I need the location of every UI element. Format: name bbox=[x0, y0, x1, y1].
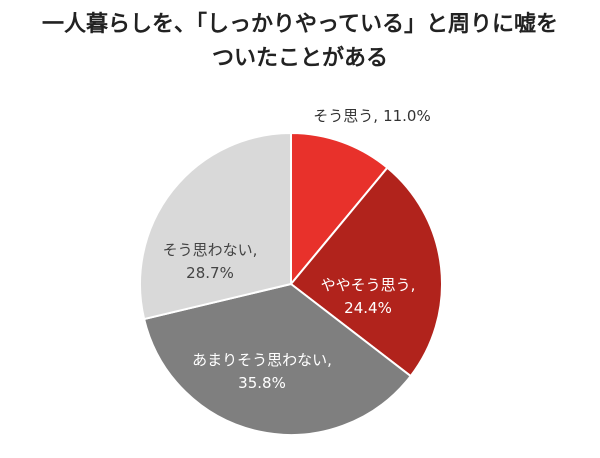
label-category: そう思う, bbox=[313, 107, 378, 125]
pie-slice bbox=[289, 166, 443, 378]
label-value: 11.0% bbox=[383, 107, 431, 125]
data-label: そう思わない, 28.7% bbox=[163, 241, 258, 282]
data-label: そう思う, 11.0% bbox=[313, 107, 430, 125]
pie-slice bbox=[142, 282, 413, 436]
label-category: ややそう思う, bbox=[321, 276, 416, 294]
pie-slice bbox=[290, 131, 389, 287]
label-value: 24.4% bbox=[344, 299, 392, 317]
label-value: 28.7% bbox=[186, 264, 234, 282]
pie-slice bbox=[139, 131, 292, 321]
data-label: ややそう思う, 24.4% bbox=[321, 276, 416, 317]
label-category: あまりそう思わない, bbox=[192, 351, 332, 369]
chart-title: 一人暮らしを、「しっかりやっている」と周りに嘘をついたことがある bbox=[42, 12, 558, 71]
label-value: 35.8% bbox=[238, 374, 286, 392]
label-category: そう思わない, bbox=[163, 241, 258, 259]
data-label: あまりそう思わない, 35.8% bbox=[192, 351, 332, 392]
